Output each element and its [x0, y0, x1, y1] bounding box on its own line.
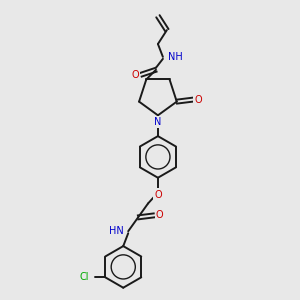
Text: O: O: [195, 95, 202, 105]
Text: O: O: [131, 70, 139, 80]
Text: O: O: [156, 210, 164, 220]
Text: Cl: Cl: [80, 272, 89, 282]
Text: HN: HN: [110, 226, 124, 236]
Text: NH: NH: [168, 52, 183, 62]
Text: O: O: [154, 190, 162, 200]
Text: N: N: [154, 117, 162, 127]
